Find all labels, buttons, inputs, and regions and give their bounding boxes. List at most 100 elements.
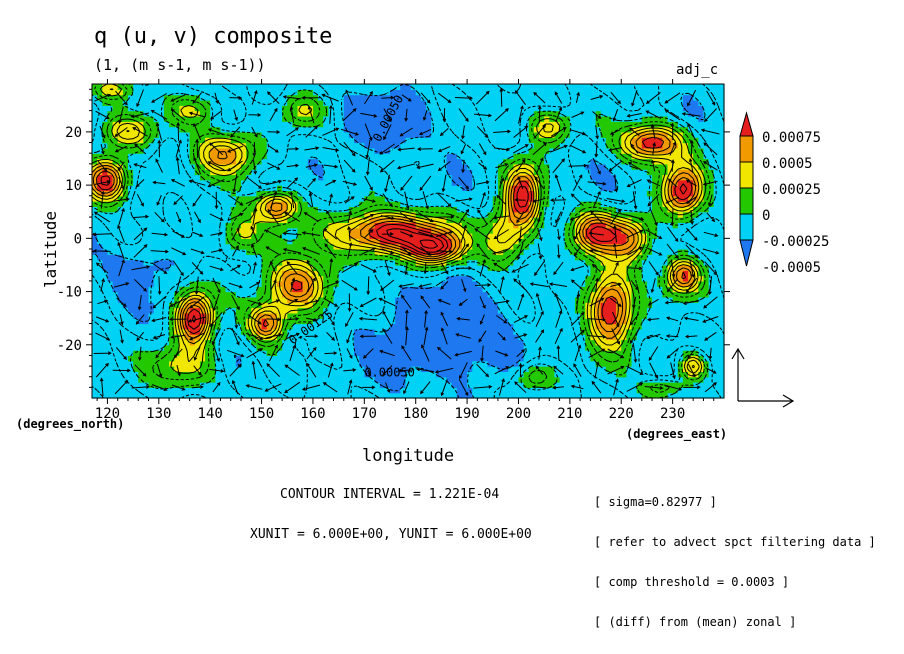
field-cell (97, 248, 103, 255)
field-cell (261, 286, 268, 293)
field-cell (374, 195, 381, 202)
field-cell (287, 185, 293, 192)
field-cell (230, 280, 237, 287)
field-cell (153, 206, 160, 213)
field-cell (251, 286, 258, 293)
field-cell (641, 302, 648, 309)
field-cell (117, 344, 124, 351)
field-cell (266, 339, 273, 346)
field-cell (271, 270, 278, 277)
field-cell (215, 366, 222, 372)
field-cell (369, 190, 376, 197)
field-cell (420, 201, 427, 207)
field-cell (163, 392, 170, 399)
field-cell (246, 243, 252, 250)
field-cell (246, 233, 252, 239)
field-cell (667, 238, 674, 245)
field-cell (518, 254, 525, 261)
field-cell (667, 366, 674, 372)
field-cell (616, 382, 622, 388)
field-cell (600, 233, 607, 239)
field-cell (688, 206, 694, 213)
field-cell (528, 270, 535, 277)
field-cell (508, 392, 514, 399)
field-cell (261, 179, 268, 186)
field-cell (467, 275, 473, 282)
field-cell (580, 296, 586, 303)
field-cell (431, 275, 437, 282)
field-cell (616, 233, 622, 239)
field-cell (610, 291, 617, 298)
field-cell (508, 238, 514, 245)
field-cell (574, 254, 581, 261)
field-cell (323, 248, 329, 255)
field-cell (652, 360, 658, 367)
field-cell (451, 291, 458, 298)
field-cell (194, 185, 201, 192)
field-cell (184, 195, 191, 202)
field-cell (503, 323, 509, 330)
field-cell (138, 323, 144, 330)
field-cell (333, 296, 340, 303)
field-cell (703, 382, 710, 388)
field-cell (595, 339, 602, 346)
field-cell (153, 339, 160, 346)
field-cell (415, 307, 422, 314)
field-cell (539, 254, 545, 261)
field-cell (261, 222, 268, 229)
field-cell (338, 201, 345, 207)
field-cell (112, 254, 119, 261)
field-cell (585, 387, 592, 394)
field-cell (569, 312, 576, 319)
field-cell (122, 201, 129, 207)
field-cell (451, 382, 458, 388)
field-cell (585, 195, 592, 202)
field-cell (467, 291, 473, 298)
field-cell (107, 254, 114, 261)
field-cell (431, 296, 437, 303)
field-cell (657, 248, 663, 255)
field-cell (220, 312, 227, 319)
field-cell (287, 307, 293, 314)
field-cell (359, 291, 365, 298)
field-cell (158, 302, 165, 309)
field-cell (282, 382, 288, 388)
field-cell (112, 334, 119, 341)
field-cell (616, 371, 622, 378)
field-cell (395, 286, 401, 293)
field-cell (415, 238, 422, 245)
field-cell (174, 312, 180, 319)
field-cell (713, 275, 720, 282)
field-cell (621, 366, 627, 372)
field-cell (631, 376, 638, 383)
field-cell (163, 312, 170, 319)
field-cell (184, 286, 191, 293)
field-cell (266, 392, 273, 399)
field-cell (143, 350, 150, 357)
field-cell (323, 387, 329, 394)
field-cell (497, 275, 504, 282)
field-cell (703, 264, 710, 271)
field-cell (348, 328, 355, 335)
field-cell (559, 243, 566, 250)
field-cell (184, 366, 191, 372)
field-cell (318, 371, 324, 378)
field-cell (492, 360, 499, 367)
field-cell (580, 376, 586, 383)
field-cell (477, 254, 484, 261)
field-cell (333, 360, 340, 367)
field-cell (657, 344, 663, 351)
field-cell (708, 254, 715, 261)
field-cell (97, 206, 103, 213)
field-cell (276, 233, 283, 239)
field-cell (169, 179, 175, 186)
field-cell (518, 366, 525, 372)
field-cell (652, 312, 658, 319)
field-cell (574, 211, 581, 218)
field-cell (497, 291, 504, 298)
field-cell (682, 217, 689, 223)
field-cell (189, 360, 196, 367)
field-cell (461, 344, 468, 351)
field-cell (672, 376, 679, 383)
field-cell (215, 323, 222, 330)
